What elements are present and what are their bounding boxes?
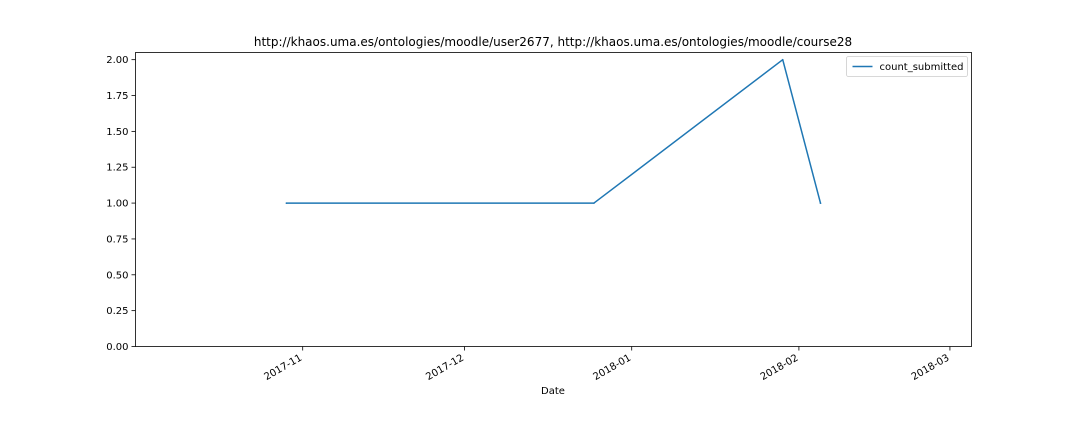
data-point bbox=[819, 202, 822, 204]
x-axis: 2017-11 2017-12 2018-01 2018-02 2018-03 bbox=[263, 346, 952, 383]
x-tick-label: 2017-12 bbox=[424, 353, 466, 383]
x-tick-label: 2017-11 bbox=[263, 353, 305, 383]
chart-title: http://khaos.uma.es/ontologies/moodle/us… bbox=[254, 35, 852, 49]
y-tick-label: 0.75 bbox=[106, 234, 128, 245]
legend: count_submitted bbox=[846, 56, 968, 77]
legend-box bbox=[846, 56, 968, 77]
y-tick-label: 1.50 bbox=[106, 127, 128, 138]
series-layer bbox=[285, 58, 822, 205]
y-tick-label: 0.25 bbox=[106, 306, 128, 317]
y-tick-label: 2.00 bbox=[106, 55, 128, 66]
data-point bbox=[593, 202, 595, 204]
data-point bbox=[285, 202, 288, 204]
y-tick-label: 1.75 bbox=[106, 91, 128, 102]
legend-entry-label: count_submitted bbox=[880, 62, 964, 73]
y-axis: 0.00 0.25 0.50 0.75 1.00 1.25 1.50 1.75 2.00 bbox=[106, 55, 136, 353]
y-tick-label: 1.00 bbox=[106, 199, 128, 210]
y-tick-label: 0.50 bbox=[106, 270, 128, 281]
y-tick-label: 1.25 bbox=[106, 163, 128, 174]
x-tick-label: 2018-03 bbox=[910, 353, 952, 383]
y-tick-label: 0.00 bbox=[106, 342, 128, 353]
data-point bbox=[781, 58, 784, 61]
x-tick-label: 2018-01 bbox=[592, 353, 634, 383]
series-line-count-submitted bbox=[285, 58, 822, 205]
x-axis-label: Date bbox=[541, 386, 565, 397]
plot-area bbox=[135, 52, 972, 347]
x-tick-label: 2018-02 bbox=[759, 353, 801, 383]
